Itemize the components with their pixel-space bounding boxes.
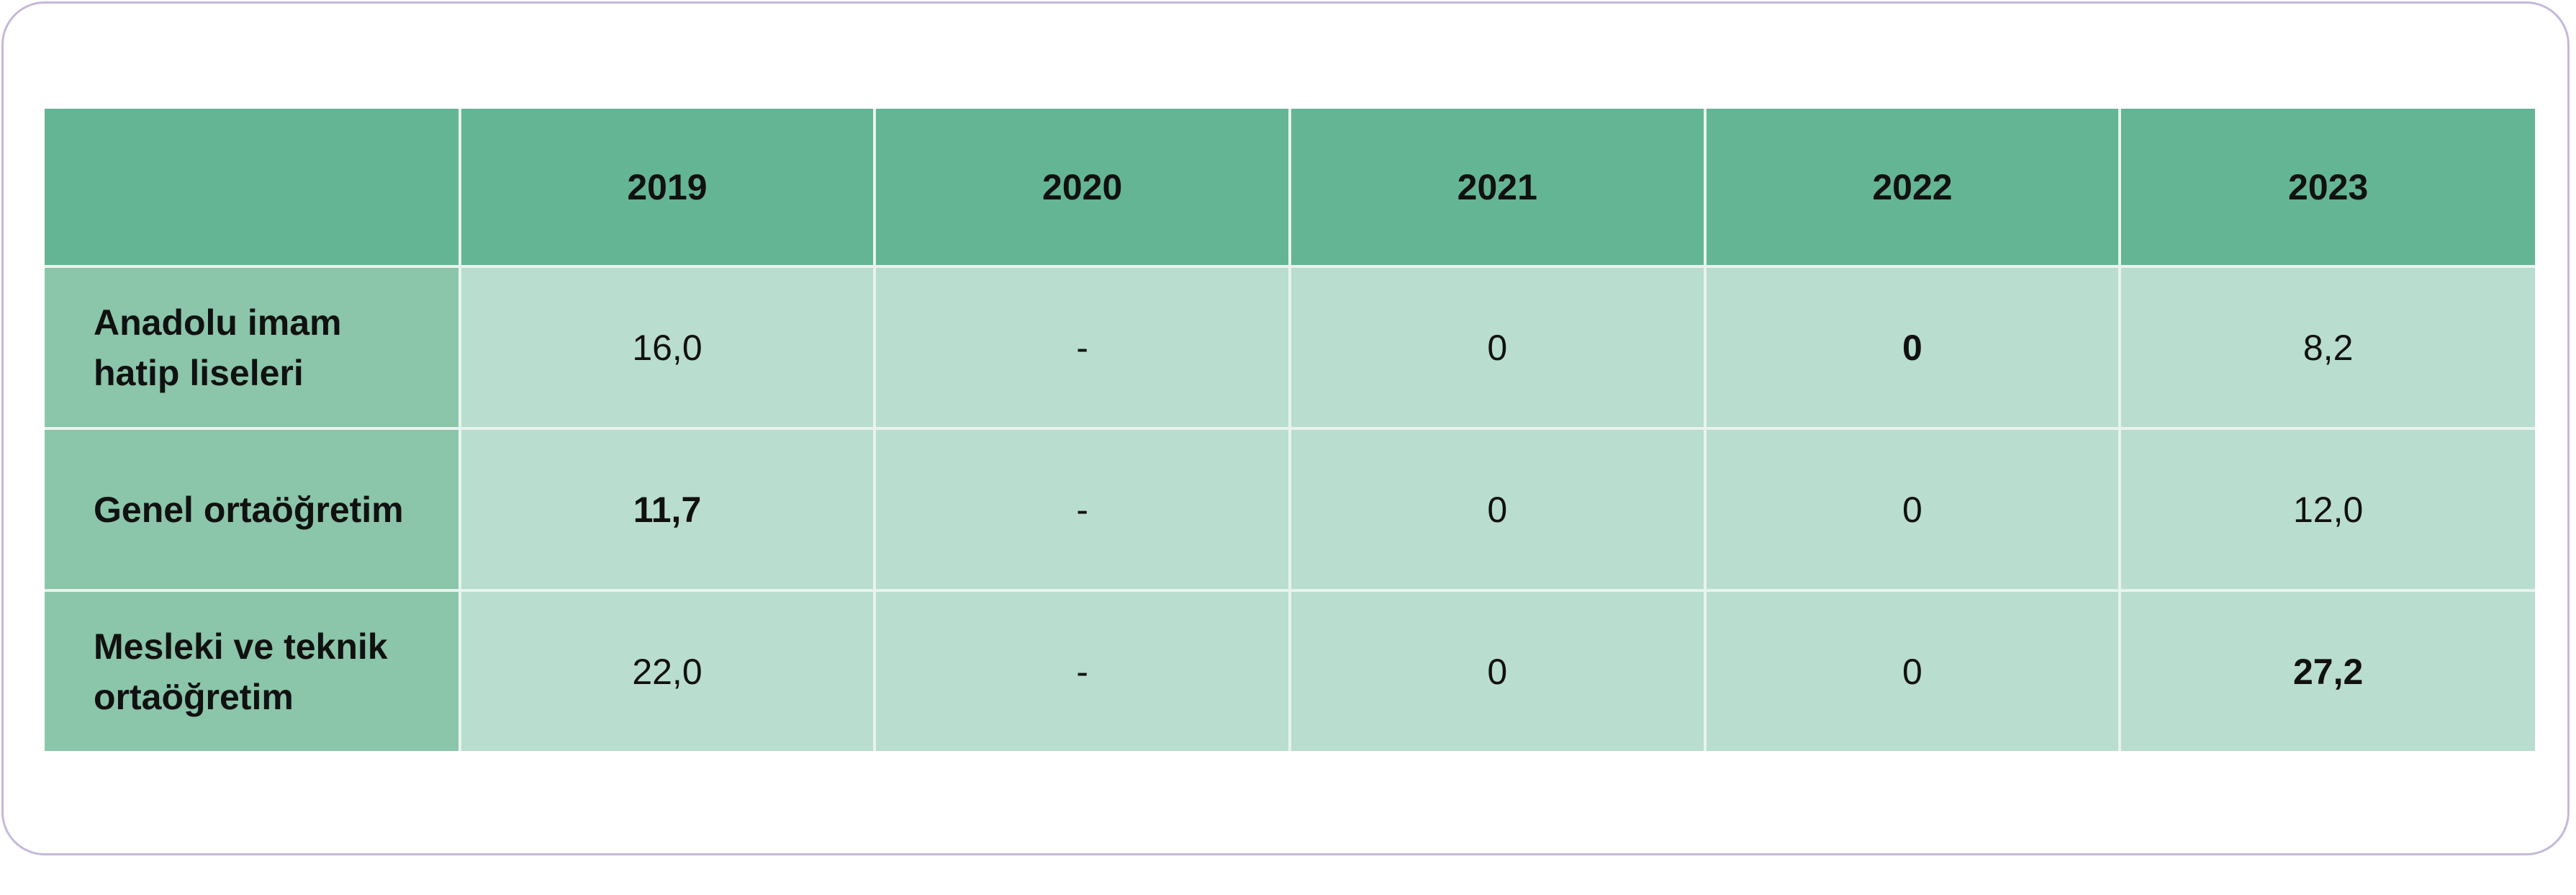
cell: 0: [1288, 589, 1707, 751]
row-label: Anadolu imam hatip liseleri: [45, 265, 461, 430]
cell: 11,7: [458, 427, 877, 592]
row-label-text: Mesleki ve teknik ortaöğretim: [94, 626, 388, 717]
corner-cell: [45, 109, 461, 268]
header-cell: 2019: [458, 109, 877, 268]
cell: 0: [1703, 265, 2122, 430]
row: Genel ortaöğretim 11,7 - 0 0 12,0: [45, 427, 2535, 592]
cell: 0: [1703, 589, 2122, 751]
cell: 0: [1703, 427, 2122, 592]
cell: 16,0: [458, 265, 877, 430]
cell: -: [873, 427, 1291, 592]
header-cell: 2023: [2118, 109, 2535, 268]
cell: 27,2: [2118, 589, 2535, 751]
cell: 0: [1288, 427, 1707, 592]
row-label: Mesleki ve teknik ortaöğretim: [45, 589, 461, 751]
header-cell: 2021: [1288, 109, 1707, 268]
header-row: 2019 2020 2021 2022 2023: [45, 109, 2535, 268]
header-cell: 2020: [873, 109, 1291, 268]
row: Anadolu imam hatip liseleri 16,0 - 0 0 8…: [45, 265, 2535, 430]
cell: -: [873, 589, 1291, 751]
row: Mesleki ve teknik ortaöğretim 22,0 - 0 0…: [45, 589, 2535, 751]
cell: 22,0: [458, 589, 877, 751]
cell: 12,0: [2118, 427, 2535, 592]
data-table: 2019 2020 2021 2022 2023 Anadolu imam ha…: [45, 109, 2535, 751]
row-label-text: Anadolu imam hatip liseleri: [94, 302, 342, 393]
header-cell: 2022: [1703, 109, 2122, 268]
cell: 0: [1288, 265, 1707, 430]
cell: -: [873, 265, 1291, 430]
row-label: Genel ortaöğretim: [45, 427, 461, 592]
row-label-text: Genel ortaöğretim: [94, 489, 404, 530]
cell: 8,2: [2118, 265, 2535, 430]
card-frame: [1, 1, 2570, 855]
